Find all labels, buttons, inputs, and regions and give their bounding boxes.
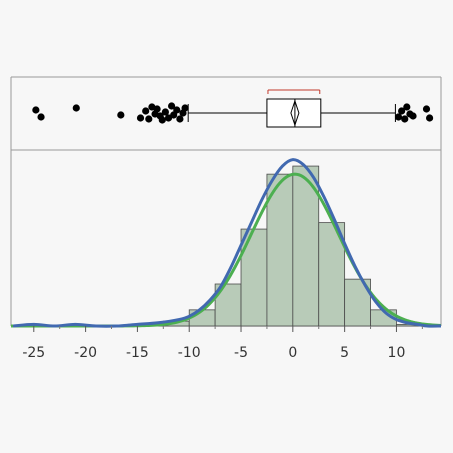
outlier-point [37,113,45,121]
histogram-bar [266,173,294,327]
outlier-point [422,105,431,113]
x-tick-label: -25 [22,345,45,361]
x-tick-label: 0 [288,345,297,361]
outlier-point [394,113,403,121]
outlier-point [145,115,153,123]
outlier-point [409,112,417,120]
outlier-point [117,111,125,119]
outlier-point [168,102,176,110]
outlier-point [142,107,150,115]
outlier-points [32,102,434,124]
outlier-point [173,106,181,114]
outlier-point [161,108,169,116]
density-curve [12,158,442,328]
x-axis: -25 -20 -15 -10 -5 0 5 10 [22,326,423,361]
histogram-bar [188,309,216,327]
outlier-point [32,106,40,114]
outlier-point [72,104,80,112]
outlier-point [398,107,406,115]
histogram-bar [292,165,320,327]
outlier-point [401,115,409,123]
x-tick-label: -5 [234,345,248,361]
x-tick-label: -15 [126,345,149,361]
x-tick-label: -20 [74,345,97,361]
outlier-point [181,104,189,112]
x-tick-label: 10 [388,345,406,361]
outlier-point [426,114,434,122]
outlier-point [403,103,411,111]
x-tick-label: -10 [178,345,201,361]
x-tick-label: 5 [340,345,349,361]
outlier-point [176,115,184,123]
outlier-point [153,105,161,113]
histogram-bars [137,165,423,327]
outlier-point [158,116,166,124]
outlier-point [136,114,145,122]
histogram-bar [240,228,268,327]
mean-diamond [290,99,300,127]
box-plot [32,89,434,128]
